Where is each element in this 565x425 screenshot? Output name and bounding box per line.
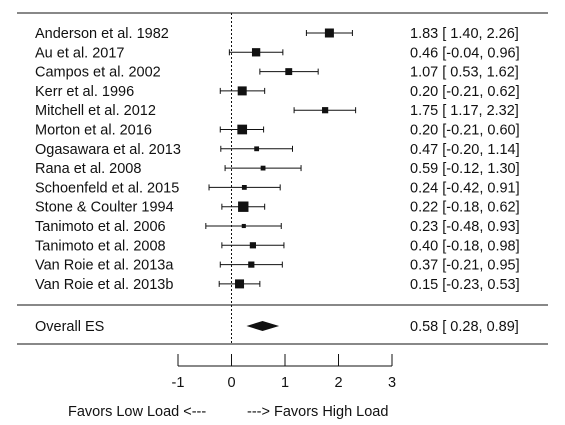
study-row: Mitchell et al. 2012 1.75 [ 1.17, 2.32]: [35, 103, 519, 119]
ci-value-text: 0.15 [-0.23, 0.53]: [410, 277, 520, 293]
study-label: Mitchell et al. 2012: [35, 103, 156, 119]
study-row: Tanimoto et al. 2008 0.40 [-0.18, 0.98]: [35, 238, 520, 254]
study-label: Van Roie et al. 2013a: [35, 258, 174, 274]
study-label: Anderson et al. 1982: [35, 26, 169, 42]
overall-row: Overall ES 0.58 [ 0.28, 0.89]: [35, 319, 519, 335]
ci-value-text: 0.20 [-0.21, 0.60]: [410, 123, 520, 139]
ci-value-text: 0.20 [-0.21, 0.62]: [410, 84, 520, 100]
ci-value-text: 0.46 [-0.04, 0.96]: [410, 45, 520, 61]
study-label: Ogasawara et al. 2013: [35, 142, 181, 158]
ci-value-text: 0.37 [-0.21, 0.95]: [410, 258, 520, 274]
study-row: Au et al. 2017 0.46 [-0.04, 0.96]: [35, 45, 520, 61]
effect-marker: [241, 185, 247, 190]
ci-value-text: 1.75 [ 1.17, 2.32]: [410, 103, 519, 119]
overall-diamond: [246, 321, 280, 331]
effect-marker: [322, 107, 329, 114]
study-label: Au et al. 2017: [35, 45, 125, 61]
study-label: Rana et al. 2008: [35, 161, 141, 177]
ci-value-text: 0.40 [-0.18, 0.98]: [410, 238, 520, 254]
caption-left: Favors Low Load <---: [68, 404, 206, 420]
study-row: Anderson et al. 1982 1.83 [ 1.40, 2.26]: [35, 26, 519, 42]
x-tick-label: 2: [334, 375, 342, 391]
caption-right: ---> Favors High Load: [247, 404, 388, 420]
study-row: Tanimoto et al. 2006 0.23 [-0.48, 0.93]: [35, 219, 520, 235]
x-tick-label: -1: [172, 375, 185, 391]
effect-marker: [235, 279, 245, 289]
x-tick-label: 0: [227, 375, 235, 391]
study-label: Stone & Coulter 1994: [35, 200, 174, 216]
study-row: Van Roie et al. 2013a 0.37 [-0.21, 0.95]: [35, 258, 520, 274]
ci-value-text: 0.23 [-0.48, 0.93]: [410, 219, 520, 235]
ci-value-text: 0.47 [-0.20, 1.14]: [410, 142, 520, 158]
study-row: Rana et al. 2008 0.59 [-0.12, 1.30]: [35, 161, 520, 177]
effect-marker: [241, 223, 246, 229]
ci-value-text: 0.24 [-0.42, 0.91]: [410, 180, 520, 196]
study-label: Campos et al. 2002: [35, 65, 161, 81]
effect-marker: [251, 48, 261, 57]
overall-label: Overall ES: [35, 319, 104, 335]
effect-marker: [237, 86, 247, 96]
study-row: Van Roie et al. 2013b 0.15 [-0.23, 0.53]: [35, 277, 520, 293]
ci-value-text: 1.83 [ 1.40, 2.26]: [410, 26, 519, 42]
study-label: Schoenfeld et al. 2015: [35, 180, 179, 196]
study-label: Tanimoto et al. 2008: [35, 238, 166, 254]
ci-value-text: 1.07 [ 0.53, 1.62]: [410, 65, 519, 81]
effect-marker: [249, 242, 256, 249]
overall-ci-text: 0.58 [ 0.28, 0.89]: [410, 319, 519, 335]
effect-marker: [285, 68, 293, 76]
ci-value-text: 0.22 [-0.18, 0.62]: [410, 200, 520, 216]
effect-marker: [260, 165, 266, 171]
effect-marker: [254, 146, 260, 152]
effect-marker: [248, 261, 255, 268]
x-axis: -1 0 1 2 3: [172, 354, 396, 391]
ci-value-text: 0.59 [-0.12, 1.30]: [410, 161, 520, 177]
study-row: Stone & Coulter 1994 0.22 [-0.18, 0.62]: [35, 200, 520, 216]
study-rows: Anderson et al. 1982 1.83 [ 1.40, 2.26] Au…: [35, 26, 520, 293]
study-label: Morton et al. 2016: [35, 123, 152, 139]
study-row: Ogasawara et al. 2013 0.47 [-0.20, 1.14]: [35, 142, 520, 158]
study-label: Van Roie et al. 2013b: [35, 277, 173, 293]
effect-marker: [237, 124, 248, 135]
study-row: Campos et al. 2002 1.07 [ 0.53, 1.62]: [35, 65, 519, 81]
study-row: Kerr et al. 1996 0.20 [-0.21, 0.62]: [35, 84, 520, 100]
study-label: Tanimoto et al. 2006: [35, 219, 166, 235]
x-tick-label: 1: [281, 375, 289, 391]
study-row: Morton et al. 2016 0.20 [-0.21, 0.60]: [35, 123, 520, 139]
study-label: Kerr et al. 1996: [35, 84, 134, 100]
effect-marker: [324, 28, 334, 38]
effect-marker: [238, 201, 249, 212]
study-row: Schoenfeld et al. 2015 0.24 [-0.42, 0.91]: [35, 180, 520, 196]
x-tick-label: 3: [388, 375, 396, 391]
